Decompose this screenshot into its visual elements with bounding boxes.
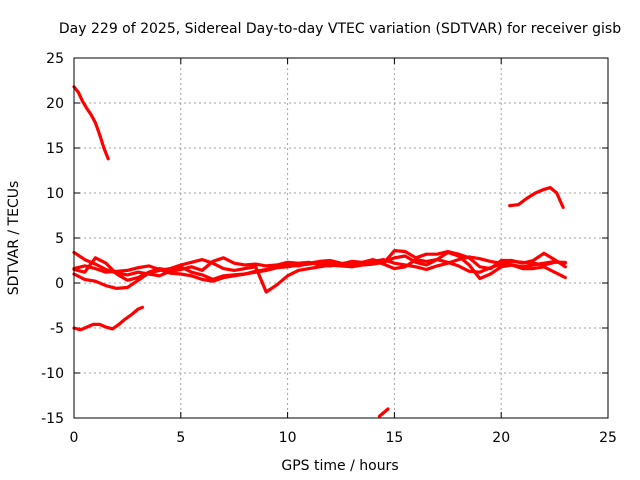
x-tick-label-1: 5 — [176, 430, 185, 446]
chart-title: Day 229 of 2025, Sidereal Day-to-day VTE… — [59, 21, 621, 37]
x-tick-label-2: 10 — [279, 430, 297, 446]
series-negative-arc — [72, 305, 144, 332]
data-series — [72, 85, 567, 418]
series-right-arc — [508, 186, 565, 209]
y-tick-label-4: 5 — [55, 231, 64, 247]
x-tick-label-3: 15 — [385, 430, 403, 446]
x-tick-label-5: 25 — [599, 430, 617, 446]
y-axis-ticks: -15 -10 -5 0 5 10 15 20 25 — [41, 51, 608, 427]
y-tick-label-0: -15 — [41, 411, 64, 427]
x-tick-label-0: 0 — [70, 430, 79, 446]
gridlines — [74, 58, 608, 418]
series-band-a — [72, 250, 567, 278]
y-tick-label-5: 10 — [46, 186, 64, 202]
series-band-d — [72, 255, 567, 283]
x-axis-ticks: 0 5 10 15 20 25 — [70, 58, 617, 446]
series-low-arc — [377, 407, 390, 418]
y-tick-label-7: 20 — [46, 96, 64, 112]
plot-frame — [73, 57, 609, 419]
series-high-arc — [72, 85, 110, 161]
y-tick-label-2: -5 — [50, 321, 64, 337]
y-axis-label: SDTVAR / TECUs — [6, 181, 22, 296]
y-tick-label-3: 0 — [55, 276, 64, 292]
x-tick-label-4: 20 — [492, 430, 510, 446]
y-tick-label-8: 25 — [46, 51, 64, 67]
series-band-c — [72, 250, 567, 294]
y-tick-label-1: -10 — [41, 366, 64, 382]
y-tick-label-6: 15 — [46, 141, 64, 157]
x-axis-label: GPS time / hours — [281, 458, 398, 474]
